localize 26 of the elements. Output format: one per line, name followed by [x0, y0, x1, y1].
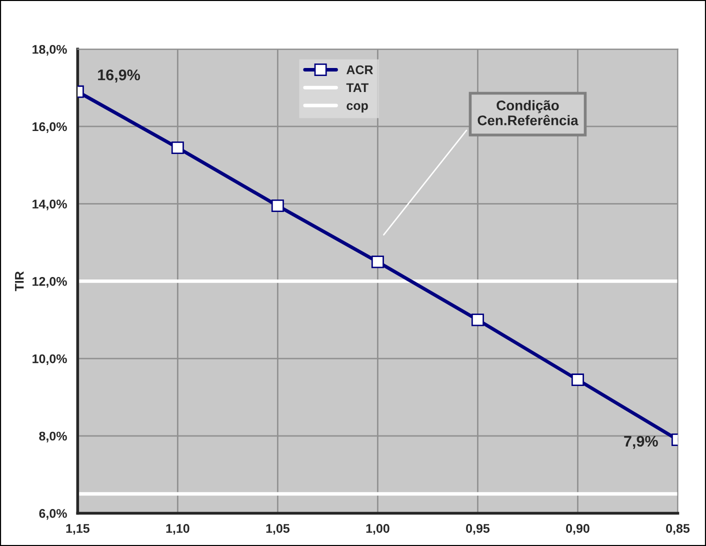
y-tick-label: 6,0% [39, 509, 67, 520]
legend-label: TAT [346, 83, 369, 92]
legend-label: cop [346, 103, 368, 112]
data-label: 7,9% [624, 436, 658, 449]
y-tick-label: 14,0% [32, 200, 67, 210]
y-tick-label: 18,0% [32, 44, 67, 56]
x-tick-label: 1,10 [166, 524, 190, 535]
x-tick-label: 1,15 [66, 524, 90, 535]
x-tick-label: 0,90 [566, 524, 590, 535]
x-tick-label: 0,95 [466, 524, 490, 535]
y-tick-label: 12,0% [32, 276, 67, 288]
point [571, 374, 584, 386]
y-axis-title: TIR [15, 271, 24, 292]
point [171, 142, 184, 154]
y-tick-label: 10,0% [32, 354, 67, 366]
y-tick-label: 16,0% [32, 122, 67, 133]
x-tick-label: 1,00 [366, 524, 390, 535]
data-label: 16,9% [98, 70, 140, 83]
point [371, 256, 384, 268]
point [471, 314, 484, 326]
annotation: Condição Cen.Referência [478, 100, 578, 126]
legend-label: ACR [346, 65, 374, 74]
x-tick-label: 0,85 [666, 524, 690, 535]
x-tick-label: 1,05 [266, 524, 290, 535]
point [271, 200, 284, 212]
y-tick-label: 8,0% [39, 432, 67, 442]
